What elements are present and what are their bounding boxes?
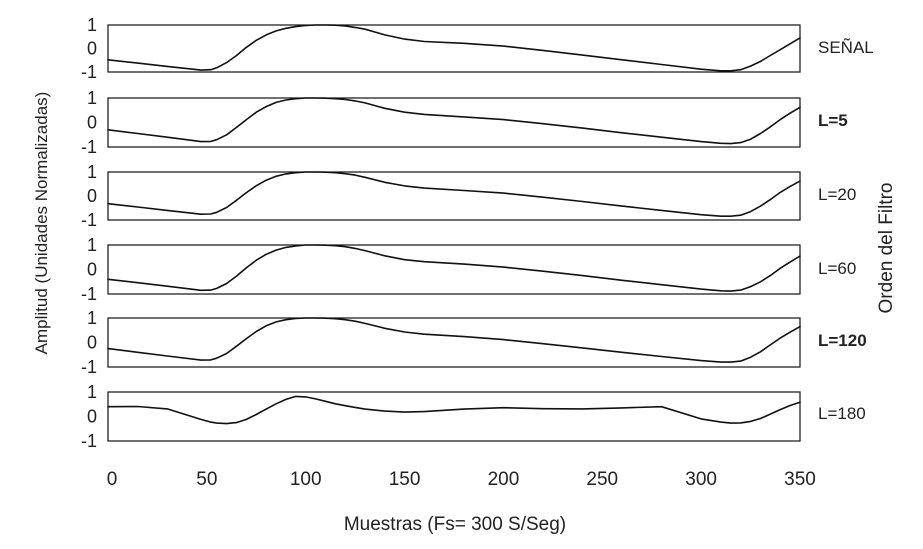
x-tick-label: 0 [107, 469, 118, 490]
y-tick-label: 0 [87, 39, 97, 59]
series-line [107, 244, 801, 292]
x-tick-label: 100 [290, 469, 322, 490]
x-tick-label: 150 [389, 469, 421, 490]
x-tick-label: 200 [488, 469, 520, 490]
panel-6: 1 0 -1 L=180 [81, 382, 866, 451]
series-line [107, 97, 801, 145]
series-label: L=60 [818, 259, 856, 278]
x-tick-label: 350 [784, 469, 816, 490]
y-tick-label: -1 [81, 357, 97, 377]
panel-3: 1 0 -1 L=20 [81, 162, 856, 230]
y-tick-label: 1 [87, 308, 97, 328]
series-label: L=180 [818, 404, 866, 423]
y-tick-label: 1 [87, 235, 97, 255]
y-tick-label: 0 [87, 113, 97, 133]
x-tick-label: 250 [586, 469, 618, 490]
y-tick-label: -1 [81, 431, 97, 451]
panel-1: 1 0 -1 SEÑAL [81, 15, 874, 82]
series-label: L=5 [818, 111, 848, 130]
y-tick-label: 0 [87, 260, 97, 280]
panel-5: 1 0 -1 L=120 [81, 308, 867, 377]
series-line [107, 24, 801, 72]
y-tick-label: 1 [87, 382, 97, 402]
y-tick-label: -1 [81, 62, 97, 82]
y-tick-label: 0 [87, 333, 97, 353]
x-tick-label: 300 [685, 469, 717, 490]
series-label: SEÑAL [818, 38, 874, 57]
series-line [107, 395, 801, 425]
y-tick-label: 0 [87, 186, 97, 206]
y-axis-label: Amplitud (Unidades Normalizadas) [32, 92, 51, 355]
panel-2: 1 0 -1 L=5 [81, 88, 848, 157]
x-axis-label: Muestras (Fs= 300 S/Seg) [344, 514, 566, 535]
series-line [107, 171, 801, 217]
x-tick-label: 50 [196, 469, 217, 490]
y-tick-label: -1 [81, 284, 97, 304]
y-tick-label: -1 [81, 137, 97, 157]
panel-frame [107, 244, 801, 295]
y-tick-label: 1 [87, 162, 97, 182]
panel-frame [107, 24, 801, 73]
right-axis-label: Orden del Filtro [876, 183, 897, 314]
y-tick-label: 1 [87, 15, 97, 35]
y-tick-label: 0 [87, 407, 97, 427]
panel-4: 1 0 -1 L=60 [81, 235, 856, 304]
panel-frame [107, 97, 801, 148]
series-line [107, 317, 801, 363]
series-label: L=20 [818, 185, 856, 204]
series-label: L=120 [818, 331, 867, 350]
chart-panels: 1 0 -1 SEÑAL 1 0 -1 L=5 1 0 -1 L=20 1 0 -1 L=60 1 0 -1 L=12… [81, 15, 874, 451]
panel-frame [107, 171, 801, 221]
panel-frame [107, 317, 801, 368]
y-tick-label: 1 [87, 88, 97, 108]
panel-frame [107, 391, 801, 442]
y-tick-label: -1 [81, 210, 97, 230]
x-axis-ticks: 0 50 100 150 200 250 300 350 [107, 469, 816, 490]
